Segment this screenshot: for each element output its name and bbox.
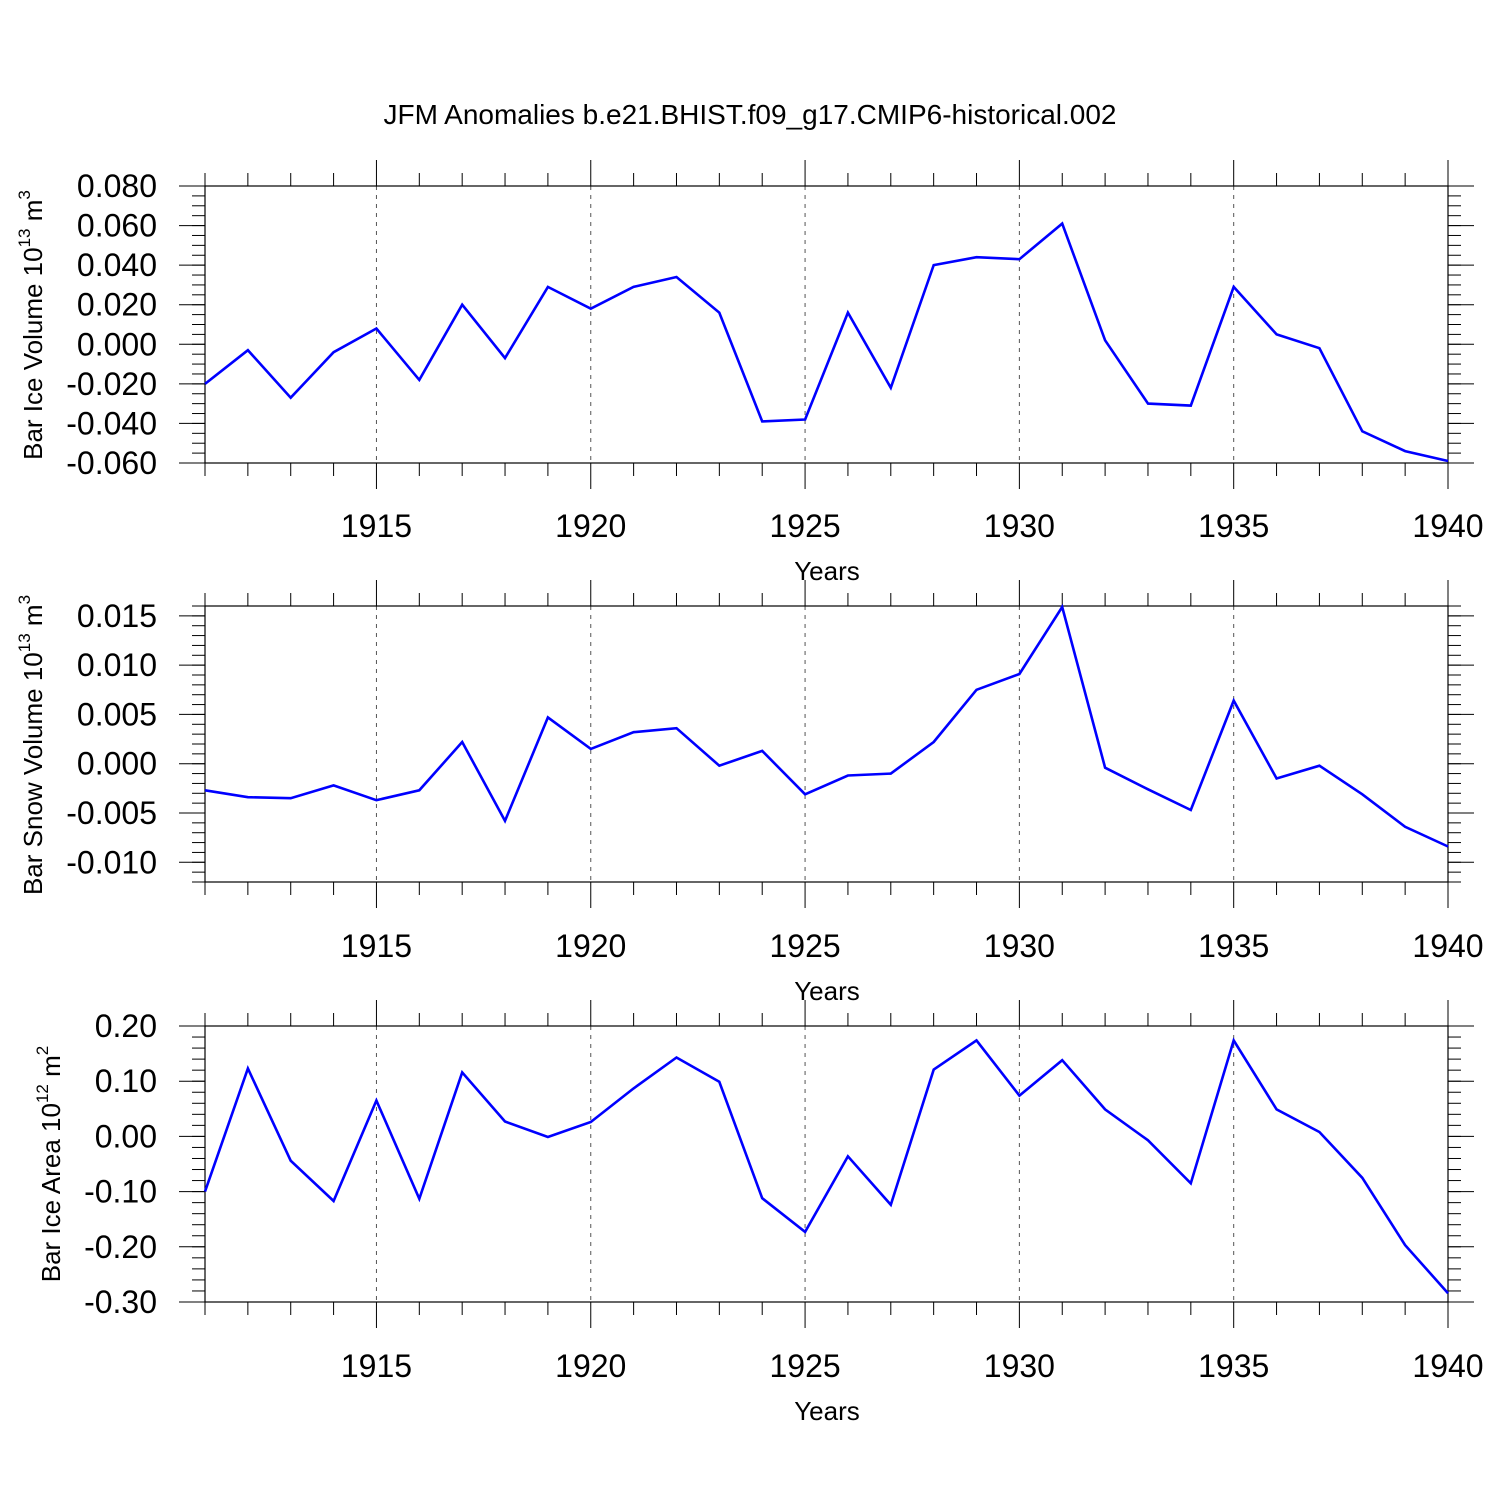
x-axis-title: Years xyxy=(794,556,860,586)
y-tick-label: 0.010 xyxy=(77,647,157,683)
x-tick-label: 1925 xyxy=(769,508,840,544)
y-axis-title-unit-exp: 2 xyxy=(33,1046,52,1055)
series-line xyxy=(204,221,1449,463)
y-tick-label: -0.10 xyxy=(84,1174,157,1210)
plot-frame xyxy=(204,1025,1449,1303)
x-tick-label: 1935 xyxy=(1198,508,1269,544)
y-axis-title-exp: 12 xyxy=(33,1084,52,1103)
series-line xyxy=(203,1037,1449,1295)
x-tick-label: 1930 xyxy=(984,508,1055,544)
y-tick-label: -0.060 xyxy=(66,445,157,481)
x-tick-label: 1935 xyxy=(1198,1348,1269,1384)
x-tick-label: 1940 xyxy=(1412,1348,1483,1384)
x-tick-label: 1925 xyxy=(769,928,840,964)
y-axis-title-name: Bar Ice Area 10 xyxy=(36,1103,66,1282)
x-tick-label: 1915 xyxy=(341,1348,412,1384)
plot-frame xyxy=(204,605,1449,883)
y-axis-title-unit: m xyxy=(18,604,48,633)
y-tick-label: -0.30 xyxy=(84,1284,157,1320)
x-tick-label: 1935 xyxy=(1198,928,1269,964)
y-tick-label: -0.040 xyxy=(66,405,157,441)
y-tick-label: -0.010 xyxy=(66,844,157,880)
y-tick-label: 0.060 xyxy=(77,208,157,244)
plot-frame xyxy=(204,185,1449,464)
y-tick-label: 0.005 xyxy=(77,696,157,732)
x-axis-title: Years xyxy=(794,1396,860,1426)
y-axis-title: Bar Ice Area 1012 m2 xyxy=(33,1046,66,1283)
y-axis-title-unit: m xyxy=(18,200,48,229)
y-tick-label: 0.00 xyxy=(95,1118,157,1154)
y-tick-label: 0.20 xyxy=(95,1008,157,1044)
series-line xyxy=(204,603,1449,848)
x-axis-title: Years xyxy=(794,976,860,1006)
x-tick-label: 1940 xyxy=(1412,508,1483,544)
y-axis-title-unit: m xyxy=(36,1055,66,1084)
y-tick-label: 0.080 xyxy=(77,168,157,204)
panel-2: -0.010 -0.005 0.000 0.005 0.010 0.015 1915 1920… xyxy=(15,580,1484,1006)
y-tick-label: 0.10 xyxy=(95,1063,157,1099)
y-axis-title-unit-exp: 3 xyxy=(15,595,34,604)
chart-title: JFM Anomalies b.e21.BHIST.f09_g17.CMIP6-… xyxy=(383,99,1116,130)
y-axis-title-exp: 13 xyxy=(15,633,34,652)
y-axis-title: Bar Snow Volume 1013 m3 xyxy=(15,595,48,895)
y-axis-title-name: Bar Snow Volume 10 xyxy=(18,652,48,895)
y-tick-label: -0.005 xyxy=(66,795,157,831)
x-tick-label: 1920 xyxy=(555,1348,626,1384)
y-tick-label: 0.040 xyxy=(77,247,157,283)
y-tick-label: 0.000 xyxy=(77,746,157,782)
y-axis-title-exp: 13 xyxy=(15,228,34,247)
x-tick-label: 1920 xyxy=(555,508,626,544)
x-tick-label: 1925 xyxy=(769,1348,840,1384)
y-tick-label: 0.015 xyxy=(77,598,157,634)
y-axis-title-name: Bar Ice Volume 10 xyxy=(18,247,48,459)
x-tick-label: 1920 xyxy=(555,928,626,964)
y-axis-title-unit-exp: 3 xyxy=(15,190,34,199)
x-tick-label: 1915 xyxy=(341,508,412,544)
y-tick-label: 0.000 xyxy=(77,326,157,362)
x-tick-label: 1940 xyxy=(1412,928,1483,964)
x-tick-label: 1915 xyxy=(341,928,412,964)
y-tick-label: -0.20 xyxy=(84,1229,157,1265)
y-axis-title: Bar Ice Volume 1013 m3 xyxy=(15,190,48,460)
panel-3: -0.30 -0.20 -0.10 0.00 0.10 0.20 1915 1920 1925 1… xyxy=(33,1000,1484,1426)
y-tick-label: -0.020 xyxy=(66,366,157,402)
y-tick-label: 0.020 xyxy=(77,287,157,323)
x-tick-label: 1930 xyxy=(984,1348,1055,1384)
x-tick-label: 1930 xyxy=(984,928,1055,964)
